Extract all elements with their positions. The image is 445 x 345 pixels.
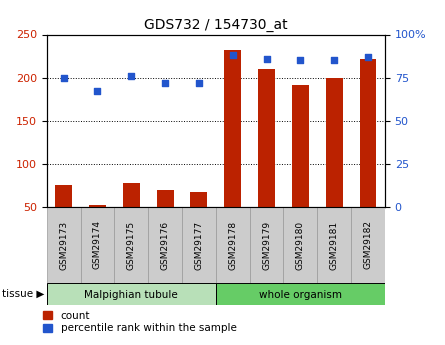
- Text: GSM29182: GSM29182: [364, 220, 372, 269]
- Bar: [89, 205, 106, 207]
- Text: GSM29177: GSM29177: [194, 220, 203, 269]
- Bar: [360, 59, 376, 207]
- Point: [60, 75, 67, 80]
- FancyBboxPatch shape: [148, 207, 182, 283]
- FancyBboxPatch shape: [250, 207, 283, 283]
- Point: [331, 58, 338, 63]
- FancyBboxPatch shape: [81, 207, 114, 283]
- FancyBboxPatch shape: [182, 207, 216, 283]
- FancyBboxPatch shape: [216, 283, 385, 305]
- Text: GSM29175: GSM29175: [127, 220, 136, 269]
- Point: [162, 80, 169, 86]
- Text: GSM29176: GSM29176: [161, 220, 170, 269]
- FancyBboxPatch shape: [47, 207, 81, 283]
- Point: [94, 89, 101, 94]
- Bar: [123, 183, 140, 207]
- Bar: [190, 193, 207, 207]
- Bar: [157, 190, 174, 207]
- Text: GSM29174: GSM29174: [93, 220, 102, 269]
- FancyBboxPatch shape: [317, 207, 351, 283]
- Legend: count, percentile rank within the sample: count, percentile rank within the sample: [43, 310, 237, 333]
- Title: GDS732 / 154730_at: GDS732 / 154730_at: [144, 18, 287, 32]
- Bar: [224, 50, 241, 207]
- FancyBboxPatch shape: [47, 283, 216, 305]
- Text: GSM29178: GSM29178: [228, 220, 237, 269]
- Point: [128, 73, 135, 79]
- Text: GSM29181: GSM29181: [330, 220, 339, 269]
- Text: GSM29179: GSM29179: [262, 220, 271, 269]
- Bar: [258, 69, 275, 207]
- Bar: [326, 78, 343, 207]
- Text: GSM29173: GSM29173: [59, 220, 68, 269]
- FancyBboxPatch shape: [216, 207, 250, 283]
- FancyBboxPatch shape: [114, 207, 148, 283]
- Point: [297, 58, 304, 63]
- Bar: [55, 186, 72, 207]
- Bar: [292, 85, 309, 207]
- Text: Malpighian tubule: Malpighian tubule: [85, 290, 178, 300]
- Point: [195, 80, 202, 86]
- FancyBboxPatch shape: [283, 207, 317, 283]
- Point: [263, 56, 270, 61]
- Point: [229, 52, 236, 58]
- Text: tissue ▶: tissue ▶: [2, 289, 44, 299]
- Text: GSM29180: GSM29180: [296, 220, 305, 269]
- FancyBboxPatch shape: [351, 207, 385, 283]
- Text: whole organism: whole organism: [259, 290, 342, 300]
- Point: [364, 54, 372, 60]
